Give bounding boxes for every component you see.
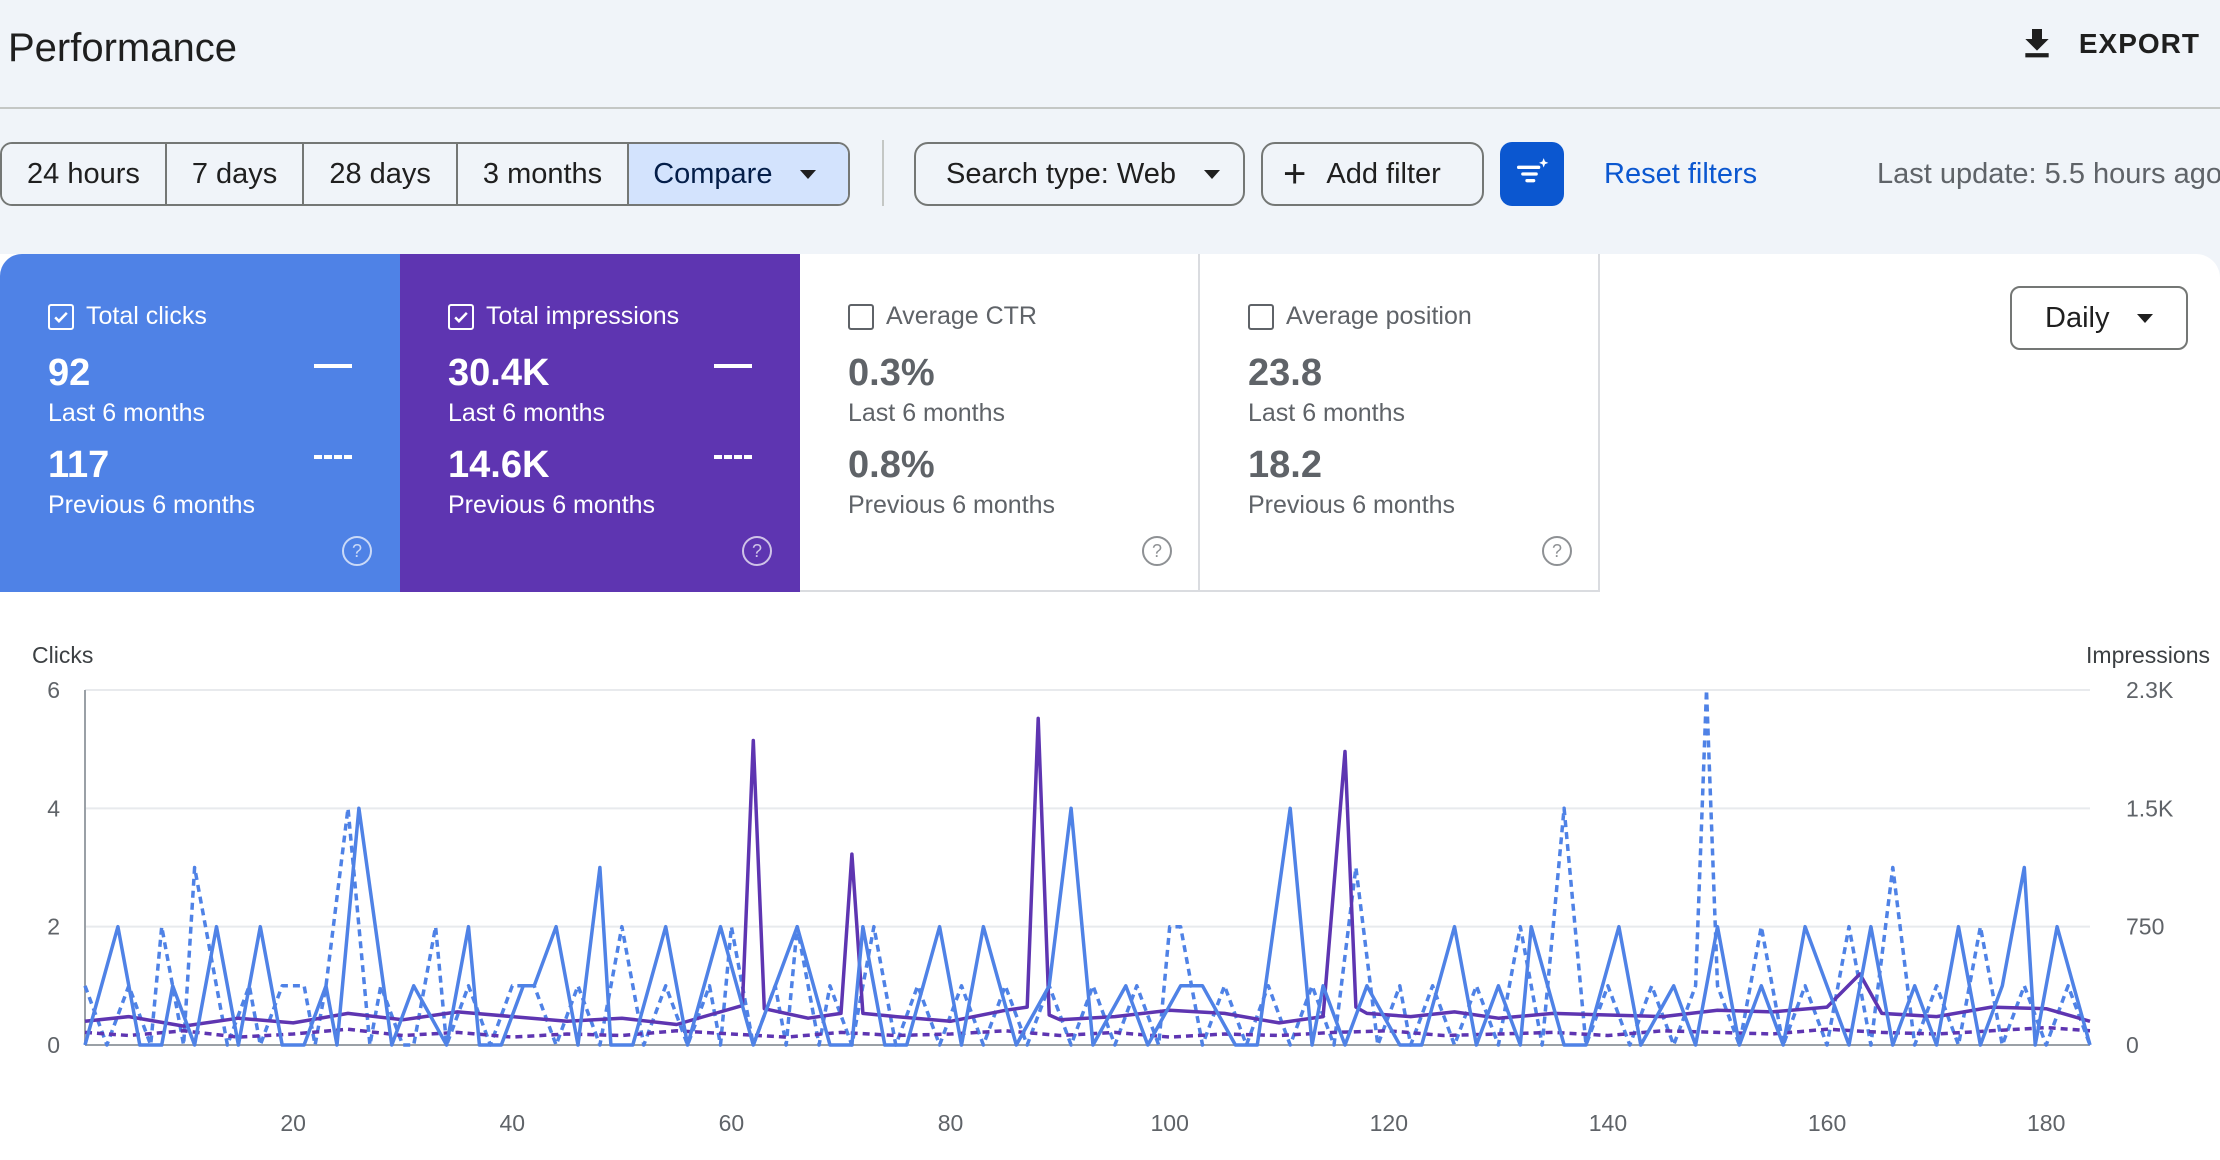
metric-label-text: Average position bbox=[1286, 302, 1472, 330]
metric-value-current: 0.3% bbox=[848, 352, 935, 394]
right-tick-label: 0 bbox=[2126, 1032, 2139, 1058]
range-label: 7 days bbox=[191, 157, 278, 190]
range-3-months[interactable]: 3 months bbox=[457, 144, 630, 204]
add-filter-button[interactable]: + Add filter bbox=[1261, 142, 1484, 206]
impressions-solid-series-line bbox=[84, 716, 2091, 1028]
right-axis-title: Impressions bbox=[2086, 642, 2210, 668]
range-label: 28 days bbox=[329, 157, 431, 190]
left-tick-label: 4 bbox=[47, 795, 60, 821]
range-label: 3 months bbox=[482, 157, 603, 190]
clicks-solid-series-line bbox=[83, 806, 2092, 1047]
help-icon[interactable]: ? bbox=[342, 536, 372, 566]
x-tick-label: 120 bbox=[1370, 1110, 1408, 1136]
left-axis-title: Clicks bbox=[32, 642, 94, 668]
left-tick-label: 0 bbox=[47, 1032, 60, 1058]
metric-label: Average CTR bbox=[848, 302, 1037, 331]
metric-label-text: Total impressions bbox=[486, 302, 680, 330]
x-tick-label: 80 bbox=[938, 1110, 964, 1136]
search-type-label: Search type: Web bbox=[946, 157, 1176, 190]
metric-period-previous: Previous 6 months bbox=[848, 491, 1056, 519]
chevron-down-icon bbox=[1203, 169, 1220, 179]
header-divider bbox=[0, 107, 2220, 109]
metric-period-current: Last 6 months bbox=[48, 399, 206, 427]
metric-period-previous: Previous 6 months bbox=[448, 491, 656, 519]
impressions-dashed-series-line bbox=[84, 1025, 2091, 1039]
right-tick-label: 1.5K bbox=[2126, 795, 2174, 821]
reset-filters-link[interactable]: Reset filters bbox=[1604, 158, 1758, 190]
solid-line-legend bbox=[314, 364, 352, 368]
filter-sparkle-button[interactable] bbox=[1500, 142, 1564, 206]
add-filter-label: Add filter bbox=[1326, 157, 1441, 190]
x-tick-label: 180 bbox=[2027, 1110, 2065, 1136]
x-tick-label: 40 bbox=[499, 1110, 525, 1136]
range-compare[interactable]: Compare bbox=[629, 144, 849, 204]
range-label: 24 hours bbox=[27, 157, 140, 190]
metric-card-total-impressions[interactable]: Total impressions 30.4K Last 6 months 14… bbox=[400, 254, 800, 592]
chevron-down-icon bbox=[800, 169, 817, 179]
metric-value-current: 23.8 bbox=[1248, 352, 1322, 394]
x-tick-label: 140 bbox=[1589, 1110, 1627, 1136]
metric-value-previous: 14.6K bbox=[448, 444, 550, 486]
download-icon bbox=[2025, 29, 2049, 58]
metric-period-current: Last 6 months bbox=[848, 399, 1006, 427]
metric-card-average-position[interactable]: Average position 23.8 Last 6 months 18.2… bbox=[1200, 254, 1600, 592]
plus-icon: + bbox=[1283, 152, 1307, 196]
x-tick-label: 160 bbox=[1808, 1110, 1846, 1136]
left-tick-label: 6 bbox=[47, 677, 60, 703]
granularity-label: Daily bbox=[2045, 301, 2110, 334]
range-28-days[interactable]: 28 days bbox=[304, 144, 458, 204]
x-tick-label: 60 bbox=[719, 1110, 745, 1136]
x-tick-label: 100 bbox=[1150, 1110, 1188, 1136]
date-range-selector: 24 hours 7 days 28 days 3 months Compare bbox=[0, 142, 851, 206]
range-24-hours[interactable]: 24 hours bbox=[2, 144, 167, 204]
checkbox-checked-icon[interactable] bbox=[448, 303, 474, 330]
help-icon[interactable]: ? bbox=[1142, 536, 1172, 566]
right-tick-label: 750 bbox=[2126, 914, 2164, 940]
x-tick-label: 20 bbox=[280, 1110, 306, 1136]
metric-period-previous: Previous 6 months bbox=[1248, 491, 1456, 519]
metric-value-current: 30.4K bbox=[448, 352, 550, 394]
last-update-text: Last update: 5.5 hours ago bbox=[1876, 158, 2220, 190]
metric-value-previous: 18.2 bbox=[1248, 444, 1322, 486]
checkbox-unchecked-icon[interactable] bbox=[1248, 303, 1274, 330]
help-icon[interactable]: ? bbox=[1542, 536, 1572, 566]
metric-value-previous: 117 bbox=[48, 444, 110, 486]
metric-period-current: Last 6 months bbox=[1248, 399, 1406, 427]
granularity-dropdown[interactable]: Daily bbox=[2010, 286, 2188, 350]
right-tick-label: 2.3K bbox=[2126, 677, 2174, 703]
left-tick-label: 2 bbox=[47, 914, 60, 940]
metric-label: Total clicks bbox=[48, 302, 207, 331]
solid-line-legend bbox=[714, 364, 752, 368]
metric-card-total-clicks[interactable]: Total clicks 92 Last 6 months 117 Previo… bbox=[0, 254, 400, 592]
help-icon[interactable]: ? bbox=[742, 536, 772, 566]
metric-period-previous: Previous 6 months bbox=[48, 491, 256, 519]
metric-value-previous: 0.8% bbox=[848, 444, 935, 486]
range-label: Compare bbox=[653, 157, 773, 190]
dashed-line-legend bbox=[314, 455, 352, 459]
metric-label-text: Average CTR bbox=[886, 302, 1037, 330]
checkbox-unchecked-icon[interactable] bbox=[848, 303, 874, 330]
range-7-days[interactable]: 7 days bbox=[166, 144, 305, 204]
metric-value-current: 92 bbox=[48, 352, 91, 394]
search-type-dropdown[interactable]: Search type: Web bbox=[914, 142, 1245, 206]
dashed-line-legend bbox=[714, 455, 752, 459]
toolbar-divider bbox=[882, 140, 884, 206]
page-title: Performance bbox=[8, 26, 237, 70]
metric-card-average-ctr[interactable]: Average CTR 0.3% Last 6 months 0.8% Prev… bbox=[800, 254, 1200, 592]
export-label: EXPORT bbox=[2078, 28, 2200, 59]
chevron-down-icon bbox=[2137, 313, 2154, 323]
filter-sparkle-icon bbox=[1517, 158, 1549, 183]
checkbox-checked-icon[interactable] bbox=[48, 303, 74, 330]
metric-period-current: Last 6 months bbox=[448, 399, 606, 427]
export-button[interactable]: EXPORT bbox=[2017, 24, 2200, 64]
metric-label: Total impressions bbox=[448, 302, 679, 331]
metric-label-text: Total clicks bbox=[86, 302, 207, 330]
metric-label: Average position bbox=[1248, 302, 1472, 331]
